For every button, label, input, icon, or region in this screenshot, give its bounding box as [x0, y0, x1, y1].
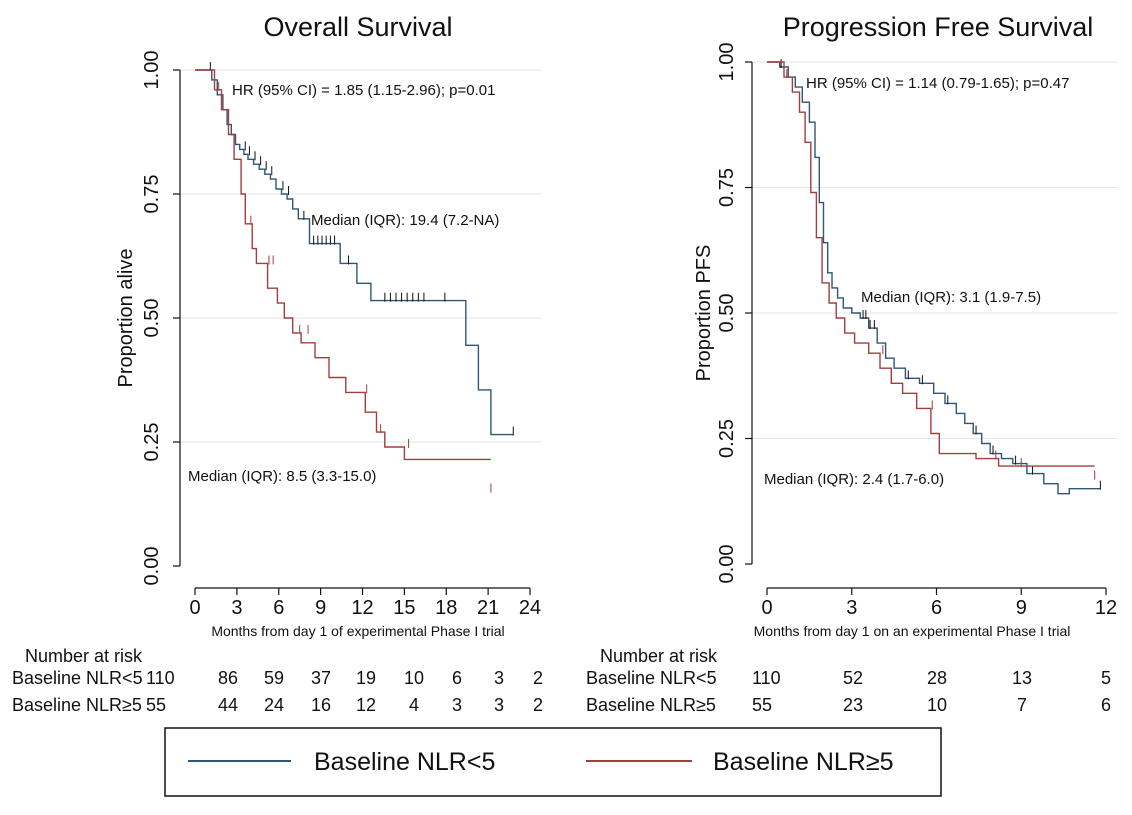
annotation: HR (95% CI) = 1.14 (0.79-1.65); p=0.47	[806, 75, 1069, 92]
annotation: HR (95% CI) = 1.85 (1.15-2.96); p=0.01	[232, 82, 495, 99]
risk-count: 6	[452, 668, 462, 688]
y-tick-label: 1.00	[716, 43, 738, 82]
risk-count: 59	[264, 668, 284, 688]
x-tick-label: 12	[351, 597, 373, 619]
x-tick-label: 9	[1016, 597, 1027, 619]
risk-count: 6	[1101, 695, 1111, 715]
x-tick-label: 3	[231, 597, 242, 619]
x-tick-label: 6	[931, 597, 942, 619]
x-tick-label: 24	[519, 597, 541, 619]
risk-count: 2	[533, 668, 543, 688]
y-axis-label: Proportion PFS	[693, 245, 715, 382]
series-line-nlr-ge5	[195, 69, 491, 461]
x-tick-label: 18	[435, 597, 457, 619]
risk-count: 24	[264, 695, 284, 715]
x-tick-label: 0	[761, 597, 772, 619]
x-tick-label: 21	[477, 597, 499, 619]
risk-count: 44	[218, 695, 238, 715]
risk-count: 3	[494, 695, 504, 715]
risk-count: 2	[533, 695, 543, 715]
annotation: Median (IQR): 3.1 (1.9-7.5)	[861, 289, 1041, 306]
x-tick-label: 0	[189, 597, 200, 619]
y-tick-label: 0.25	[716, 419, 738, 458]
risk-count: 13	[1012, 668, 1032, 688]
risk-count: 55	[752, 695, 772, 715]
legend-label-nlr-ge5: Baseline NLR≥5	[713, 748, 893, 776]
risk-count: 23	[843, 695, 863, 715]
legend: Baseline NLR<5 Baseline NLR≥5	[164, 727, 942, 797]
series-line-nlr-lt5	[767, 61, 1101, 495]
progression-free-survival-panel: Progression Free Survival 0.00 0.25 0.50 0.7…	[586, 12, 1118, 715]
y-axis-label: Proportion alive	[115, 249, 137, 388]
x-tick-label: 6	[273, 597, 284, 619]
y-tick-label: 0.75	[141, 175, 163, 214]
chart-title: Overall Survival	[263, 12, 452, 42]
risk-count: 7	[1017, 695, 1027, 715]
annotation: Median (IQR): 19.4 (7.2-NA)	[311, 212, 499, 229]
legend-box	[164, 727, 942, 797]
series-line-nlr-lt5	[195, 69, 514, 436]
y-tick-label: 0.25	[141, 423, 163, 462]
x-tick-label: 9	[315, 597, 326, 619]
risk-count: 52	[843, 668, 863, 688]
risk-count: 5	[1101, 668, 1111, 688]
risk-table-label: Number at risk	[600, 646, 718, 666]
risk-count: 19	[356, 668, 376, 688]
y-tick-label: 1.00	[141, 51, 163, 90]
annotation: Median (IQR): 2.4 (1.7-6.0)	[764, 471, 944, 488]
overall-survival-panel: Overall Survival 0.00 0.25 0.50 0.75 1.00 0 3 6 9…	[12, 12, 543, 715]
risk-count: 28	[927, 668, 947, 688]
risk-row-name: Baseline NLR≥5	[12, 695, 142, 715]
risk-count: 4	[409, 695, 419, 715]
risk-row-name: Baseline NLR<5	[586, 668, 717, 688]
risk-count: 86	[218, 668, 238, 688]
risk-table-label: Number at risk	[25, 646, 143, 666]
y-tick-label: 0.00	[716, 545, 738, 584]
x-axis-label: Months from day 1 on an experimental Pha…	[754, 623, 1071, 639]
risk-count: 110	[752, 668, 781, 688]
risk-count: 10	[927, 695, 947, 715]
y-tick-label: 0.75	[716, 168, 738, 207]
risk-count: 3	[494, 668, 504, 688]
risk-count: 3	[452, 695, 462, 715]
y-tick-label: 0.00	[141, 547, 163, 586]
y-tick-label: 0.50	[141, 299, 163, 338]
risk-row-name: Baseline NLR≥5	[586, 695, 716, 715]
risk-count: 110	[146, 668, 175, 688]
risk-count: 55	[146, 695, 166, 715]
risk-count: 12	[356, 695, 376, 715]
y-tick-label: 0.50	[716, 294, 738, 333]
risk-row-name: Baseline NLR<5	[12, 668, 143, 688]
x-axis-label: Months from day 1 of experimental Phase …	[211, 623, 504, 639]
x-tick-label: 3	[846, 597, 857, 619]
legend-label-nlr-lt5: Baseline NLR<5	[314, 748, 495, 776]
x-tick-label: 15	[393, 597, 415, 619]
series-line-nlr-ge5	[767, 61, 1095, 467]
risk-count: 10	[404, 668, 424, 688]
x-tick-label: 12	[1095, 597, 1117, 619]
risk-count: 16	[311, 695, 331, 715]
chart-title: Progression Free Survival	[783, 12, 1094, 42]
risk-count: 37	[311, 668, 331, 688]
annotation: Median (IQR): 8.5 (3.3-15.0)	[188, 468, 376, 485]
